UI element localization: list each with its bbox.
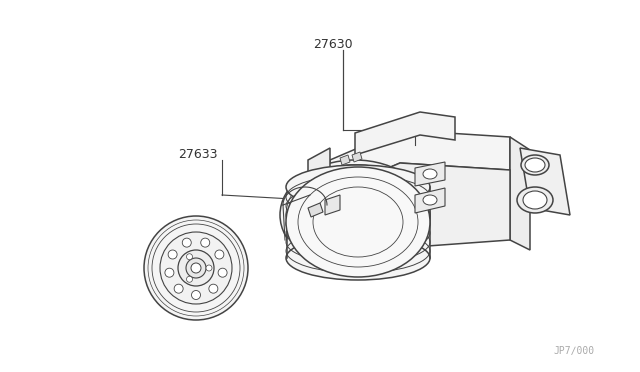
Polygon shape (308, 148, 330, 270)
Circle shape (144, 216, 248, 320)
Text: JP7∕000: JP7∕000 (554, 345, 595, 355)
Circle shape (168, 250, 177, 259)
Polygon shape (308, 203, 323, 217)
Circle shape (206, 265, 212, 271)
Ellipse shape (523, 191, 547, 209)
Polygon shape (330, 163, 510, 270)
Polygon shape (325, 195, 340, 215)
Polygon shape (510, 137, 530, 250)
Circle shape (191, 291, 200, 299)
Circle shape (165, 268, 174, 277)
Polygon shape (330, 130, 510, 193)
Ellipse shape (521, 155, 549, 175)
Ellipse shape (423, 169, 437, 179)
Ellipse shape (525, 158, 545, 172)
Circle shape (191, 263, 201, 273)
Circle shape (186, 254, 193, 260)
Ellipse shape (423, 195, 437, 205)
Circle shape (186, 276, 193, 282)
Ellipse shape (517, 187, 553, 213)
Polygon shape (352, 152, 362, 162)
Polygon shape (415, 162, 445, 186)
Circle shape (186, 258, 206, 278)
Text: 27633: 27633 (178, 148, 218, 161)
Circle shape (182, 238, 191, 247)
Circle shape (209, 284, 218, 293)
Circle shape (201, 238, 210, 247)
Circle shape (174, 284, 183, 293)
Polygon shape (287, 187, 430, 258)
Ellipse shape (286, 236, 430, 280)
Circle shape (178, 250, 214, 286)
Polygon shape (340, 155, 350, 165)
Ellipse shape (286, 165, 430, 209)
Circle shape (215, 250, 224, 259)
Text: 27630: 27630 (313, 38, 353, 51)
Polygon shape (520, 148, 570, 215)
Polygon shape (415, 188, 445, 213)
Ellipse shape (280, 160, 430, 270)
Polygon shape (355, 112, 455, 155)
Circle shape (218, 268, 227, 277)
Circle shape (160, 232, 232, 304)
Ellipse shape (286, 167, 430, 277)
